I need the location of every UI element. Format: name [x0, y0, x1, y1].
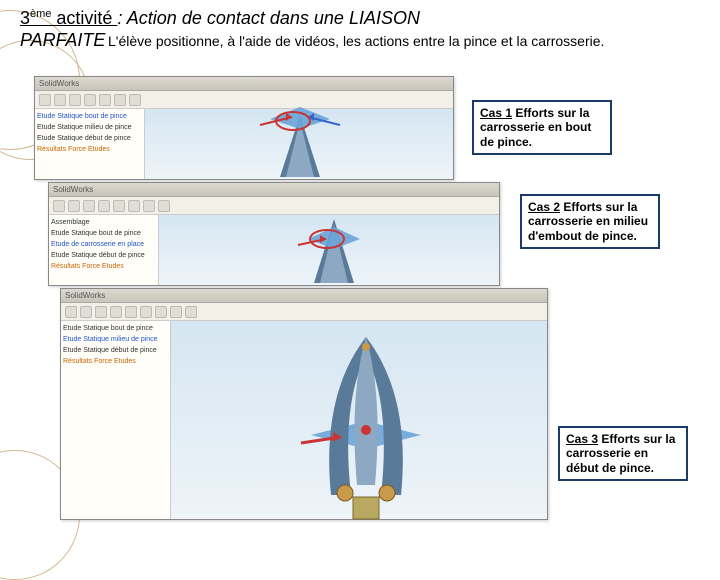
tree-item[interactable]: Résultats Force Etudes — [37, 144, 142, 155]
force-marker — [275, 111, 311, 131]
tool-button[interactable] — [129, 94, 141, 106]
callout-title: Cas 2 — [528, 200, 560, 214]
page-title: 3ème activité : Action de contact dans u… — [20, 8, 420, 29]
screenshot-cas1: SolidWorks Etude Statique bout de pince … — [34, 76, 454, 180]
feature-tree[interactable]: Assemblage Etude Statique bout de pince … — [49, 215, 159, 285]
screenshot-cas3: SolidWorks Etude Statique bout de pince … — [60, 288, 548, 520]
tool-button[interactable] — [65, 306, 77, 318]
tool-button[interactable] — [113, 200, 125, 212]
screenshot-cas2: SolidWorks Assemblage Etude Statique bou… — [48, 182, 500, 286]
app-name: SolidWorks — [65, 291, 105, 300]
callout-cas2: Cas 2 Efforts sur la carrosserie en mili… — [520, 194, 660, 249]
title-rest: : Action de contact dans une LIAISON — [117, 8, 420, 28]
tool-button[interactable] — [185, 306, 197, 318]
force-marker — [309, 229, 345, 249]
tool-button[interactable] — [125, 306, 137, 318]
tool-button[interactable] — [158, 200, 170, 212]
viewport[interactable] — [159, 215, 499, 285]
pince-diagram-large — [271, 325, 461, 521]
viewport[interactable] — [171, 321, 547, 519]
tool-button[interactable] — [140, 306, 152, 318]
tool-button[interactable] — [155, 306, 167, 318]
tree-item[interactable]: Résultats Force Etudes — [63, 356, 168, 367]
window-body: Etude Statique bout de pince Etude Stati… — [35, 109, 453, 179]
tool-button[interactable] — [114, 94, 126, 106]
window-body: Assemblage Etude Statique bout de pince … — [49, 215, 499, 285]
tree-item[interactable]: Etude de carrosserie en place — [51, 239, 156, 250]
callout-cas1: Cas 1 Efforts sur la carrosserie en bout… — [472, 100, 612, 155]
callout-title: Cas 3 — [566, 432, 598, 446]
tree-item[interactable]: Etude Statique milieu de pince — [37, 122, 142, 133]
window-titlebar: SolidWorks — [49, 183, 499, 197]
app-name: SolidWorks — [53, 185, 93, 194]
tree-item[interactable]: Etude Statique début de pince — [37, 133, 142, 144]
tree-item[interactable]: Etude Statique bout de pince — [37, 111, 142, 122]
tool-button[interactable] — [110, 306, 122, 318]
tree-item[interactable]: Etude Statique bout de pince — [51, 228, 156, 239]
tree-item[interactable]: Etude Statique bout de pince — [63, 323, 168, 334]
viewport[interactable] — [145, 109, 453, 179]
tool-button[interactable] — [68, 200, 80, 212]
tree-item[interactable]: Résultats Force Etudes — [51, 261, 156, 272]
tool-button[interactable] — [128, 200, 140, 212]
app-name: SolidWorks — [39, 79, 79, 88]
feature-tree[interactable]: Etude Statique bout de pince Etude Stati… — [35, 109, 145, 179]
tool-button[interactable] — [54, 94, 66, 106]
callout-title: Cas 1 — [480, 106, 512, 120]
title-activite: activité — [51, 8, 117, 28]
body-text: L'élève positionne, à l'aide de vidéos, … — [108, 32, 688, 50]
toolbar — [61, 303, 547, 321]
title-number: 3 — [20, 8, 30, 28]
tool-button[interactable] — [170, 306, 182, 318]
tool-button[interactable] — [39, 94, 51, 106]
tool-button[interactable] — [83, 200, 95, 212]
tool-button[interactable] — [98, 200, 110, 212]
window-titlebar: SolidWorks — [35, 77, 453, 91]
tool-button[interactable] — [143, 200, 155, 212]
tool-button[interactable] — [53, 200, 65, 212]
window-body: Etude Statique bout de pince Etude Stati… — [61, 321, 547, 519]
tool-button[interactable] — [99, 94, 111, 106]
page-subtitle: PARFAITE — [20, 30, 105, 51]
tool-button[interactable] — [80, 306, 92, 318]
pince-diagram — [274, 213, 394, 287]
feature-tree[interactable]: Etude Statique bout de pince Etude Stati… — [61, 321, 171, 519]
callout-cas3: Cas 3 Efforts sur la carrosserie en débu… — [558, 426, 688, 481]
tree-item[interactable]: Etude Statique début de pince — [63, 345, 168, 356]
tool-button[interactable] — [84, 94, 96, 106]
tree-item[interactable]: Etude Statique début de pince — [51, 250, 156, 261]
tree-item[interactable]: Etude Statique milieu de pince — [63, 334, 168, 345]
window-titlebar: SolidWorks — [61, 289, 547, 303]
tool-button[interactable] — [69, 94, 81, 106]
title-ordinal: ème — [30, 8, 51, 20]
tool-button[interactable] — [95, 306, 107, 318]
tree-item[interactable]: Assemblage — [51, 217, 156, 228]
